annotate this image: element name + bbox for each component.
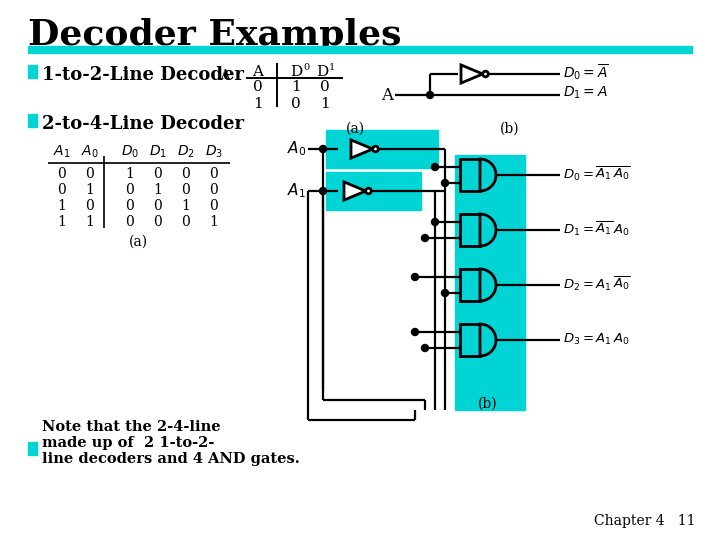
Polygon shape [351, 140, 373, 158]
Text: $D_1 = A$: $D_1 = A$ [563, 85, 608, 101]
Text: 0: 0 [58, 183, 66, 197]
Text: D: D [316, 65, 328, 79]
Text: 1: 1 [210, 215, 218, 229]
Text: 0: 0 [320, 80, 330, 94]
Text: 1: 1 [125, 167, 135, 181]
Circle shape [320, 187, 326, 194]
Text: D: D [290, 65, 302, 79]
Text: 1: 1 [153, 183, 163, 197]
Text: 0: 0 [125, 215, 135, 229]
Text: $D_3$: $D_3$ [205, 144, 223, 160]
Text: Chapter 4   11: Chapter 4 11 [593, 514, 695, 528]
Polygon shape [480, 159, 496, 191]
Text: 0: 0 [181, 183, 190, 197]
Text: A: A [381, 86, 393, 104]
Text: $D_2$: $D_2$ [177, 144, 195, 160]
Polygon shape [344, 182, 366, 200]
Circle shape [366, 188, 372, 194]
Text: A: A [253, 65, 264, 79]
Text: 1-to-2-Line Decoder: 1-to-2-Line Decoder [42, 66, 251, 84]
Text: 1: 1 [58, 199, 66, 213]
Text: 0: 0 [58, 167, 66, 181]
Text: $A_0$: $A_0$ [81, 144, 99, 160]
Bar [455, 155, 525, 410]
Polygon shape [460, 159, 480, 191]
Circle shape [412, 328, 418, 335]
Circle shape [426, 91, 433, 98]
Text: 1: 1 [58, 215, 66, 229]
Text: (b): (b) [478, 397, 498, 411]
Text: 0: 0 [86, 199, 94, 213]
Text: $D_3 = A_1\,A_0$: $D_3 = A_1\,A_0$ [563, 332, 629, 347]
Text: 0: 0 [303, 63, 309, 72]
Text: 0: 0 [210, 199, 218, 213]
Text: 1: 1 [320, 97, 330, 111]
Text: (a): (a) [346, 122, 364, 136]
Polygon shape [480, 269, 496, 301]
Text: Decoder Examples: Decoder Examples [28, 18, 402, 52]
Text: 1: 1 [86, 183, 94, 197]
Circle shape [421, 345, 428, 352]
Text: $D_0 = \overline{A_1}\,\overline{A_0}$: $D_0 = \overline{A_1}\,\overline{A_0}$ [563, 165, 631, 183]
Text: 1: 1 [253, 97, 263, 111]
Circle shape [482, 71, 488, 77]
Text: 0: 0 [153, 215, 163, 229]
Bar [28, 442, 37, 455]
Text: 0: 0 [253, 80, 263, 94]
Text: $D_0$: $D_0$ [121, 144, 139, 160]
Text: (b): (b) [500, 122, 520, 136]
Text: A: A [220, 69, 229, 82]
Text: (a): (a) [128, 235, 148, 249]
Text: 0: 0 [125, 199, 135, 213]
Text: 0: 0 [210, 183, 218, 197]
Polygon shape [460, 324, 480, 356]
Text: 0: 0 [86, 167, 94, 181]
Circle shape [373, 146, 378, 152]
Text: 0: 0 [153, 199, 163, 213]
Circle shape [412, 273, 418, 280]
Text: $D_1 = \overline{A_1}\,A_0$: $D_1 = \overline{A_1}\,A_0$ [563, 220, 629, 238]
Bar [326, 130, 438, 168]
Text: $A_1$: $A_1$ [53, 144, 71, 160]
Text: 0: 0 [291, 97, 301, 111]
Text: $D_2 = A_1\,\overline{A_0}$: $D_2 = A_1\,\overline{A_0}$ [563, 275, 631, 293]
Circle shape [320, 145, 326, 152]
Text: Note that the 2-4-line
made up of  2 1-to-2-
line decoders and 4 AND gates.: Note that the 2-4-line made up of 2 1-to… [42, 420, 300, 467]
Circle shape [431, 164, 438, 171]
Text: 0: 0 [181, 167, 190, 181]
Text: $A_0$: $A_0$ [287, 140, 306, 158]
Text: 0: 0 [181, 215, 190, 229]
Text: 1: 1 [181, 199, 190, 213]
Text: $D_1$: $D_1$ [149, 144, 167, 160]
Text: 1: 1 [329, 63, 336, 72]
Text: 2-to-4-Line Decoder: 2-to-4-Line Decoder [42, 115, 244, 133]
Polygon shape [480, 214, 496, 246]
Text: 1: 1 [291, 80, 301, 94]
Text: $D_0 = \overline{A}$: $D_0 = \overline{A}$ [563, 62, 609, 82]
Text: 0: 0 [153, 167, 163, 181]
Text: 0: 0 [210, 167, 218, 181]
Circle shape [441, 179, 449, 186]
Bar [28, 65, 37, 78]
Text: 0: 0 [125, 183, 135, 197]
Polygon shape [480, 324, 496, 356]
Polygon shape [461, 65, 482, 83]
Bar [326, 172, 421, 210]
Bar [28, 114, 37, 127]
Circle shape [421, 234, 428, 241]
Polygon shape [460, 214, 480, 246]
Text: 1: 1 [86, 215, 94, 229]
Circle shape [431, 219, 438, 226]
Bar [28, 46, 692, 53]
Text: $A_1$: $A_1$ [287, 181, 306, 200]
Polygon shape [460, 269, 480, 301]
Circle shape [441, 289, 449, 296]
